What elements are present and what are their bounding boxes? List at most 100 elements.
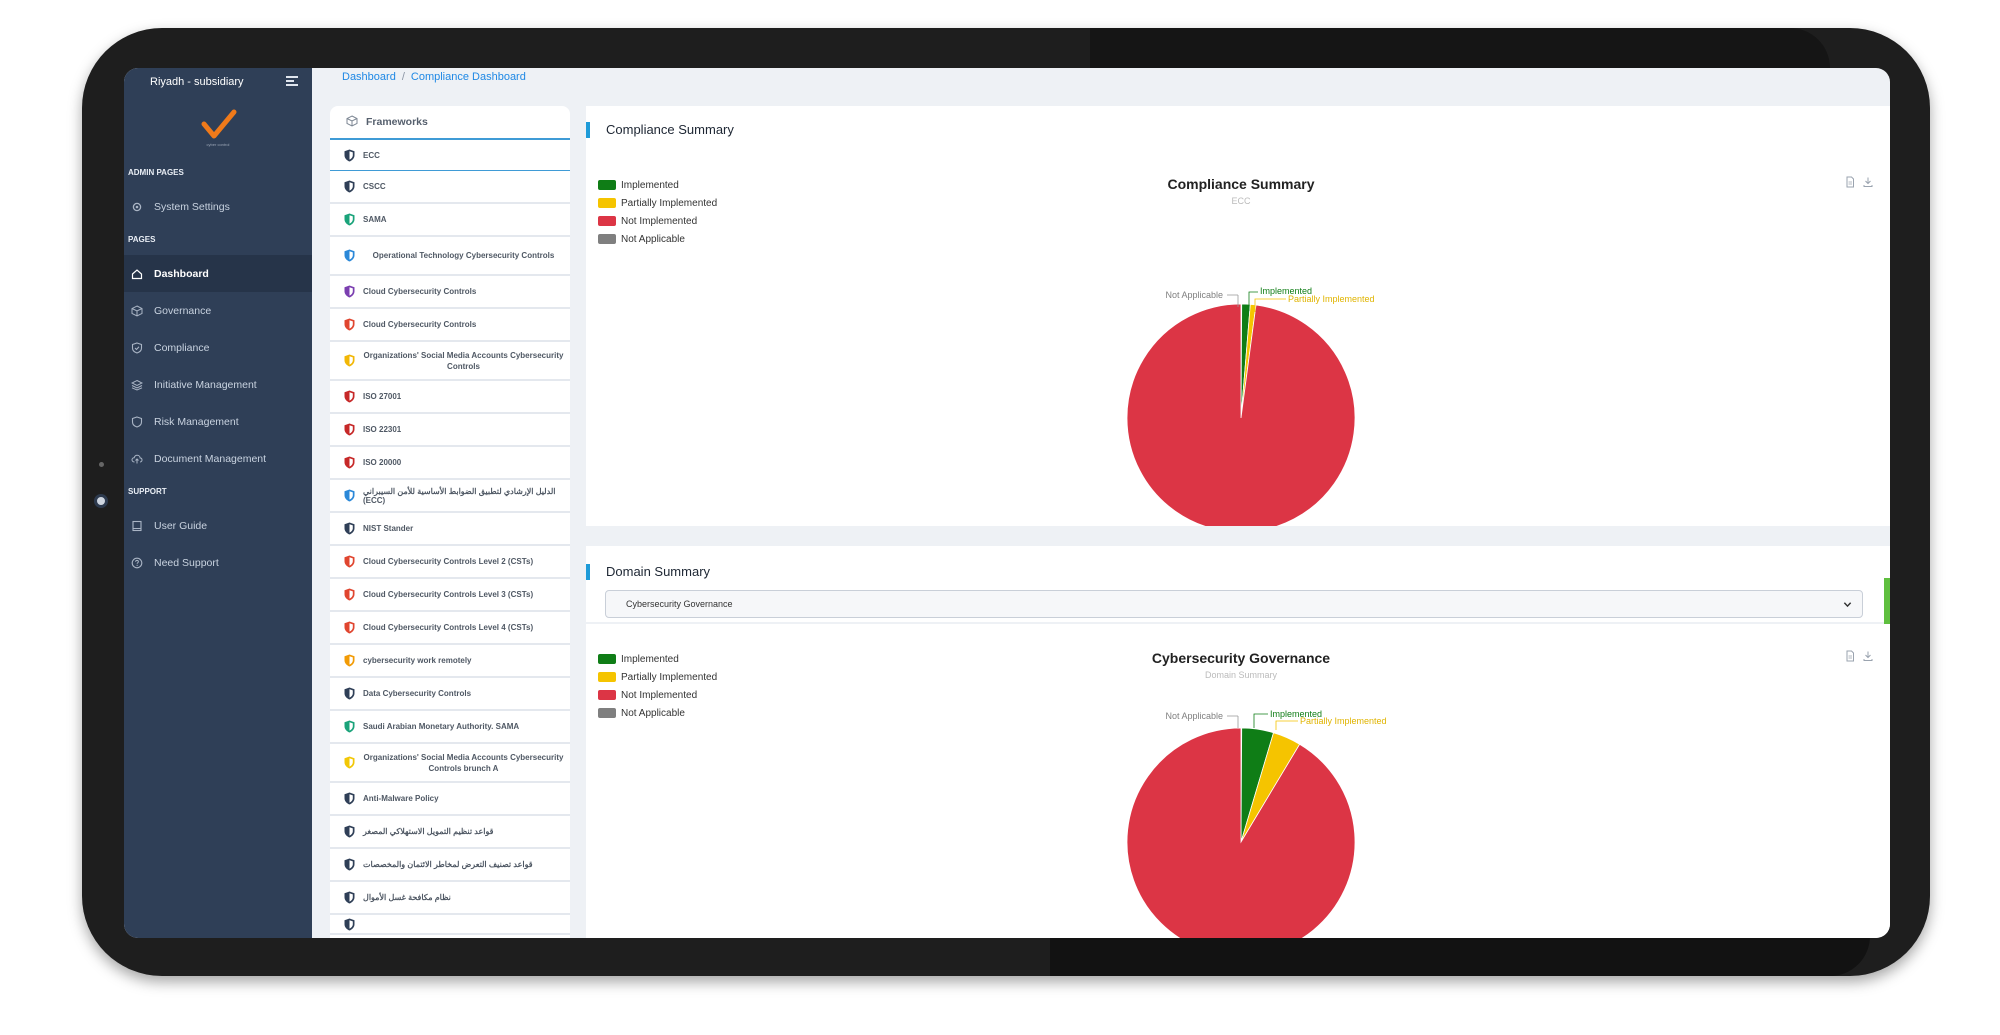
sidebar: Riyadh - subsidiary cyber control ADMIN … xyxy=(124,68,312,938)
shield-icon xyxy=(344,555,355,568)
shield-icon xyxy=(344,354,355,367)
breadcrumb-home-link[interactable]: Dashboard xyxy=(342,71,396,83)
sidebar-item-risk-management[interactable]: Risk Management xyxy=(124,403,312,440)
framework-item[interactable]: Data Cybersecurity Controls xyxy=(330,678,570,711)
sidebar-item-governance[interactable]: Governance xyxy=(124,292,312,329)
framework-item-label: ISO 27001 xyxy=(363,392,402,401)
framework-item[interactable]: CSCC xyxy=(330,171,570,204)
framework-item-label: Cloud Cybersecurity Controls xyxy=(363,287,477,296)
framework-item[interactable]: Organizations' Social Media Accounts Cyb… xyxy=(330,744,570,783)
checkmark-logo-icon: cyber control xyxy=(201,109,237,147)
sidebar-item-document-management[interactable]: Document Management xyxy=(124,440,312,477)
help-circle-icon xyxy=(130,556,144,570)
sidebar-header: Riyadh - subsidiary xyxy=(124,68,312,96)
framework-item-label: قواعد تنظيم التمويل الاستهلاكي المصغر xyxy=(363,827,494,836)
sidebar-item-label: Need Support xyxy=(154,556,219,569)
chart-legend: Implemented Partially Implemented Not Im… xyxy=(598,176,717,248)
chart-legend: Implemented Partially Implemented Not Im… xyxy=(598,650,717,722)
framework-item[interactable]: Cloud Cybersecurity Controls Level 3 (CS… xyxy=(330,579,570,612)
legend-swatch xyxy=(598,180,616,190)
camera-dot xyxy=(99,462,104,467)
legend-item[interactable]: Not Implemented xyxy=(598,212,717,230)
framework-item[interactable]: Anti-Malware Policy xyxy=(330,783,570,816)
framework-item[interactable]: قواعد تنظيم التمويل الاستهلاكي المصغر xyxy=(330,816,570,849)
framework-item[interactable]: الدليل الإرشادي لتطبيق الضوابط الأساسية … xyxy=(330,480,570,513)
pie-slice-not-implemented[interactable] xyxy=(1126,303,1356,526)
legend-label: Implemented xyxy=(621,653,679,665)
framework-item-label: Cloud Cybersecurity Controls Level 2 (CS… xyxy=(363,557,534,566)
legend-item[interactable]: Partially Implemented xyxy=(598,668,717,686)
legend-item[interactable]: Implemented xyxy=(598,176,717,194)
download-icon[interactable] xyxy=(1862,176,1874,188)
framework-item-label: Anti-Malware Policy xyxy=(363,794,439,803)
pie-slice-not-implemented[interactable] xyxy=(1126,727,1356,938)
framework-item-label: Data Cybersecurity Controls xyxy=(363,689,472,698)
sidebar-item-label: Document Management xyxy=(154,452,267,465)
shield-icon xyxy=(344,390,355,403)
svg-text:cyber control: cyber control xyxy=(207,142,230,147)
framework-item[interactable]: Operational Technology Cybersecurity Con… xyxy=(330,237,570,276)
sidebar-item-user-guide[interactable]: User Guide xyxy=(124,507,312,544)
breadcrumb-current: Compliance Dashboard xyxy=(410,71,526,83)
sidebar-item-initiative-management[interactable]: Initiative Management xyxy=(124,366,312,403)
shield-icon xyxy=(344,621,355,634)
framework-item[interactable]: Organizations' Social Media Accounts Cyb… xyxy=(330,342,570,381)
document-icon[interactable] xyxy=(1844,650,1856,662)
sidebar-item-label: User Guide xyxy=(154,519,208,532)
framework-item-label: Organizations' Social Media Accounts Cyb… xyxy=(363,752,564,773)
shield-icon xyxy=(344,792,355,805)
framework-item[interactable]: ISO 20000 xyxy=(330,447,570,480)
legend-item[interactable]: Not Implemented xyxy=(598,686,717,704)
document-icon[interactable] xyxy=(1844,176,1856,188)
framework-item[interactable]: cybersecurity work remotely xyxy=(330,645,570,678)
sidebar-item-system-settings[interactable]: System Settings xyxy=(124,188,312,225)
device-button-icon xyxy=(94,494,108,508)
legend-item[interactable]: Implemented xyxy=(598,650,717,668)
framework-item[interactable]: ISO 22301 xyxy=(330,414,570,447)
framework-item[interactable]: Saudi Arabian Monetary Authority. SAMA xyxy=(330,711,570,744)
framework-item[interactable]: SAMA xyxy=(330,204,570,237)
domain-select[interactable]: Cybersecurity Governance xyxy=(605,590,1863,618)
cloud-upload-icon xyxy=(130,452,144,466)
sidebar-item-label: Initiative Management xyxy=(154,378,257,391)
download-icon[interactable] xyxy=(1862,650,1874,662)
sidebar-item-dashboard[interactable]: Dashboard xyxy=(124,255,312,292)
data-label-partially-implemented: Partially Implemented xyxy=(1300,716,1387,726)
framework-item[interactable]: نظام مكافحة غسل الأموال xyxy=(330,882,570,915)
framework-item[interactable] xyxy=(330,915,570,935)
scroll-indicator[interactable] xyxy=(1884,578,1890,634)
section-admin: ADMIN PAGES xyxy=(128,168,184,177)
sidebar-item-label: Risk Management xyxy=(154,415,239,428)
framework-item[interactable]: Cloud Cybersecurity Controls xyxy=(330,309,570,342)
framework-item-label: قواعد تصنيف التعرض لمخاطر الائتمان والمخ… xyxy=(363,860,533,869)
shield-icon xyxy=(344,825,355,838)
framework-item-label: الدليل الإرشادي لتطبيق الضوابط الأساسية … xyxy=(363,486,556,505)
chevron-down-icon xyxy=(1843,600,1852,609)
section-pages: PAGES xyxy=(128,235,156,244)
legend-item[interactable]: Partially Implemented xyxy=(598,194,717,212)
sidebar-item-label: System Settings xyxy=(154,200,230,213)
sidebar-item-need-support[interactable]: Need Support xyxy=(124,544,312,581)
legend-label: Partially Implemented xyxy=(621,671,718,683)
shield-icon xyxy=(344,720,355,733)
legend-item[interactable]: Not Applicable xyxy=(598,704,717,722)
legend-item[interactable]: Not Applicable xyxy=(598,230,717,248)
framework-item-label: ISO 22301 xyxy=(363,425,402,434)
device-bezel-shade xyxy=(1050,936,1870,976)
menu-toggle-icon[interactable] xyxy=(286,76,298,86)
sidebar-item-compliance[interactable]: Compliance xyxy=(124,329,312,366)
framework-item[interactable]: ECC xyxy=(330,140,570,171)
framework-item[interactable]: NIST Stander xyxy=(330,513,570,546)
shield-icon xyxy=(344,588,355,601)
org-name: Riyadh - subsidiary xyxy=(150,76,244,88)
framework-item[interactable]: Cloud Cybersecurity Controls Level 2 (CS… xyxy=(330,546,570,579)
legend-label: Partially Implemented xyxy=(621,197,718,209)
framework-item[interactable]: ISO 27001 xyxy=(330,381,570,414)
compliance-pie-chart: Not Applicable Implemented Partially Imp… xyxy=(1126,286,1375,526)
shield-icon xyxy=(344,423,355,436)
data-label-implemented: Implemented xyxy=(1270,709,1322,719)
framework-item[interactable]: Cloud Cybersecurity Controls xyxy=(330,276,570,309)
data-label-not-applicable: Not Applicable xyxy=(1165,711,1223,721)
framework-item[interactable]: قواعد تصنيف التعرض لمخاطر الائتمان والمخ… xyxy=(330,849,570,882)
framework-item[interactable]: Cloud Cybersecurity Controls Level 4 (CS… xyxy=(330,612,570,645)
